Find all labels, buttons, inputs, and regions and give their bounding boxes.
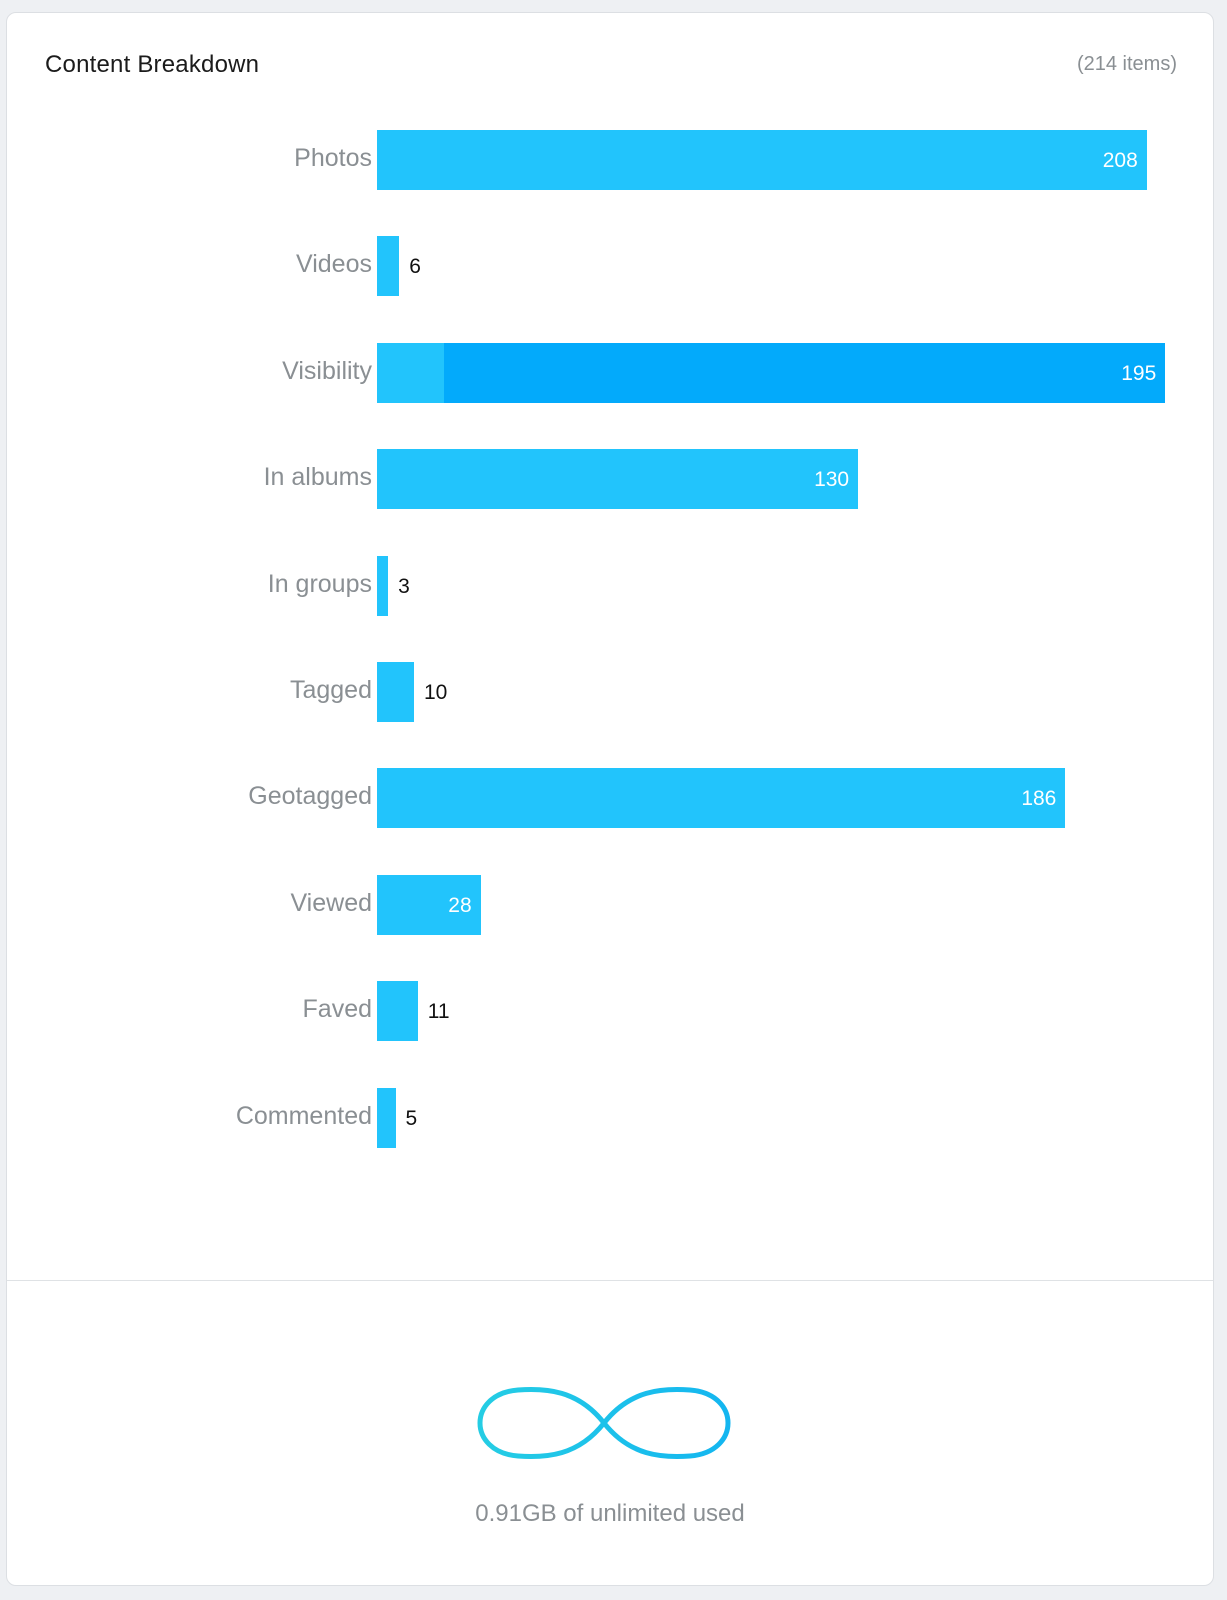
bar-value: 130 xyxy=(814,468,850,492)
bar-track: 6 xyxy=(377,236,1169,297)
storage-usage-text: 0.91GB of unlimited used xyxy=(475,1500,745,1527)
bar-row: Videos 6 xyxy=(7,236,1213,297)
bar-value: 5 xyxy=(405,1106,418,1130)
bar-row: Commented 5 xyxy=(7,1087,1213,1148)
bar-label: In groups xyxy=(267,569,372,598)
bar-label: In albums xyxy=(263,463,372,492)
bar-value: 6 xyxy=(409,255,421,279)
bar-track: 5 xyxy=(377,1087,1169,1148)
bar-label: Geotagged xyxy=(248,782,372,811)
bar[interactable] xyxy=(377,981,418,1042)
bar[interactable] xyxy=(377,236,400,297)
bar-track: 208 xyxy=(377,130,1169,190)
bar-track: 130 xyxy=(377,449,1169,510)
bar-row: In groups 3 xyxy=(7,555,1213,616)
bar-value: 11 xyxy=(427,1000,450,1024)
bar-track: 10 xyxy=(377,662,1169,722)
bar-label: Commented xyxy=(235,1101,372,1130)
bar-row: In albums 130 xyxy=(7,449,1213,510)
item-count: (214 items) xyxy=(1076,53,1177,75)
infinity-icon xyxy=(477,1386,731,1460)
bar-value: 208 xyxy=(1102,149,1138,172)
bar-row: Tagged 10 xyxy=(7,662,1213,722)
bar[interactable] xyxy=(377,555,389,616)
bar[interactable] xyxy=(377,768,1066,829)
bar-label: Visibility xyxy=(282,356,372,385)
bar-track: 18195 xyxy=(377,342,1169,403)
bar-label: Photos xyxy=(294,144,372,172)
bar-label: Faved xyxy=(302,995,372,1024)
bar-row: Visibility18195 xyxy=(7,342,1213,403)
card-title: Content Breakdown xyxy=(45,51,260,78)
bar-row: Photos 208 xyxy=(7,130,1213,190)
bar-row: Viewed 28 xyxy=(7,874,1213,935)
bar-track: 11 xyxy=(377,981,1169,1042)
bar-value: 3 xyxy=(398,574,410,598)
bar[interactable] xyxy=(377,1087,396,1148)
bar-track: 186 xyxy=(377,768,1169,829)
bar-label: Tagged xyxy=(289,676,372,704)
bar[interactable] xyxy=(377,342,444,403)
bar-track: 28 xyxy=(377,874,1169,935)
bar-label: Viewed xyxy=(290,888,372,917)
divider xyxy=(7,1280,1213,1281)
bar-row: Faved 11 xyxy=(7,981,1213,1042)
bar-value: 10 xyxy=(424,681,448,704)
bar-value: 28 xyxy=(448,893,472,917)
bar-value: 186 xyxy=(1021,787,1057,811)
bar-label: Videos xyxy=(296,250,372,279)
bar-track: 3 xyxy=(377,555,1169,616)
bar[interactable] xyxy=(377,874,481,935)
content-breakdown-card: Content Breakdown (214 items) Photos 208 V… xyxy=(6,12,1214,1586)
bar-row: Geotagged 186 xyxy=(7,768,1213,829)
bar[interactable] xyxy=(443,342,1166,403)
bar[interactable] xyxy=(377,662,414,722)
bar-value: 195 xyxy=(1121,361,1157,385)
bar[interactable] xyxy=(377,449,859,510)
bar[interactable] xyxy=(377,130,1147,190)
